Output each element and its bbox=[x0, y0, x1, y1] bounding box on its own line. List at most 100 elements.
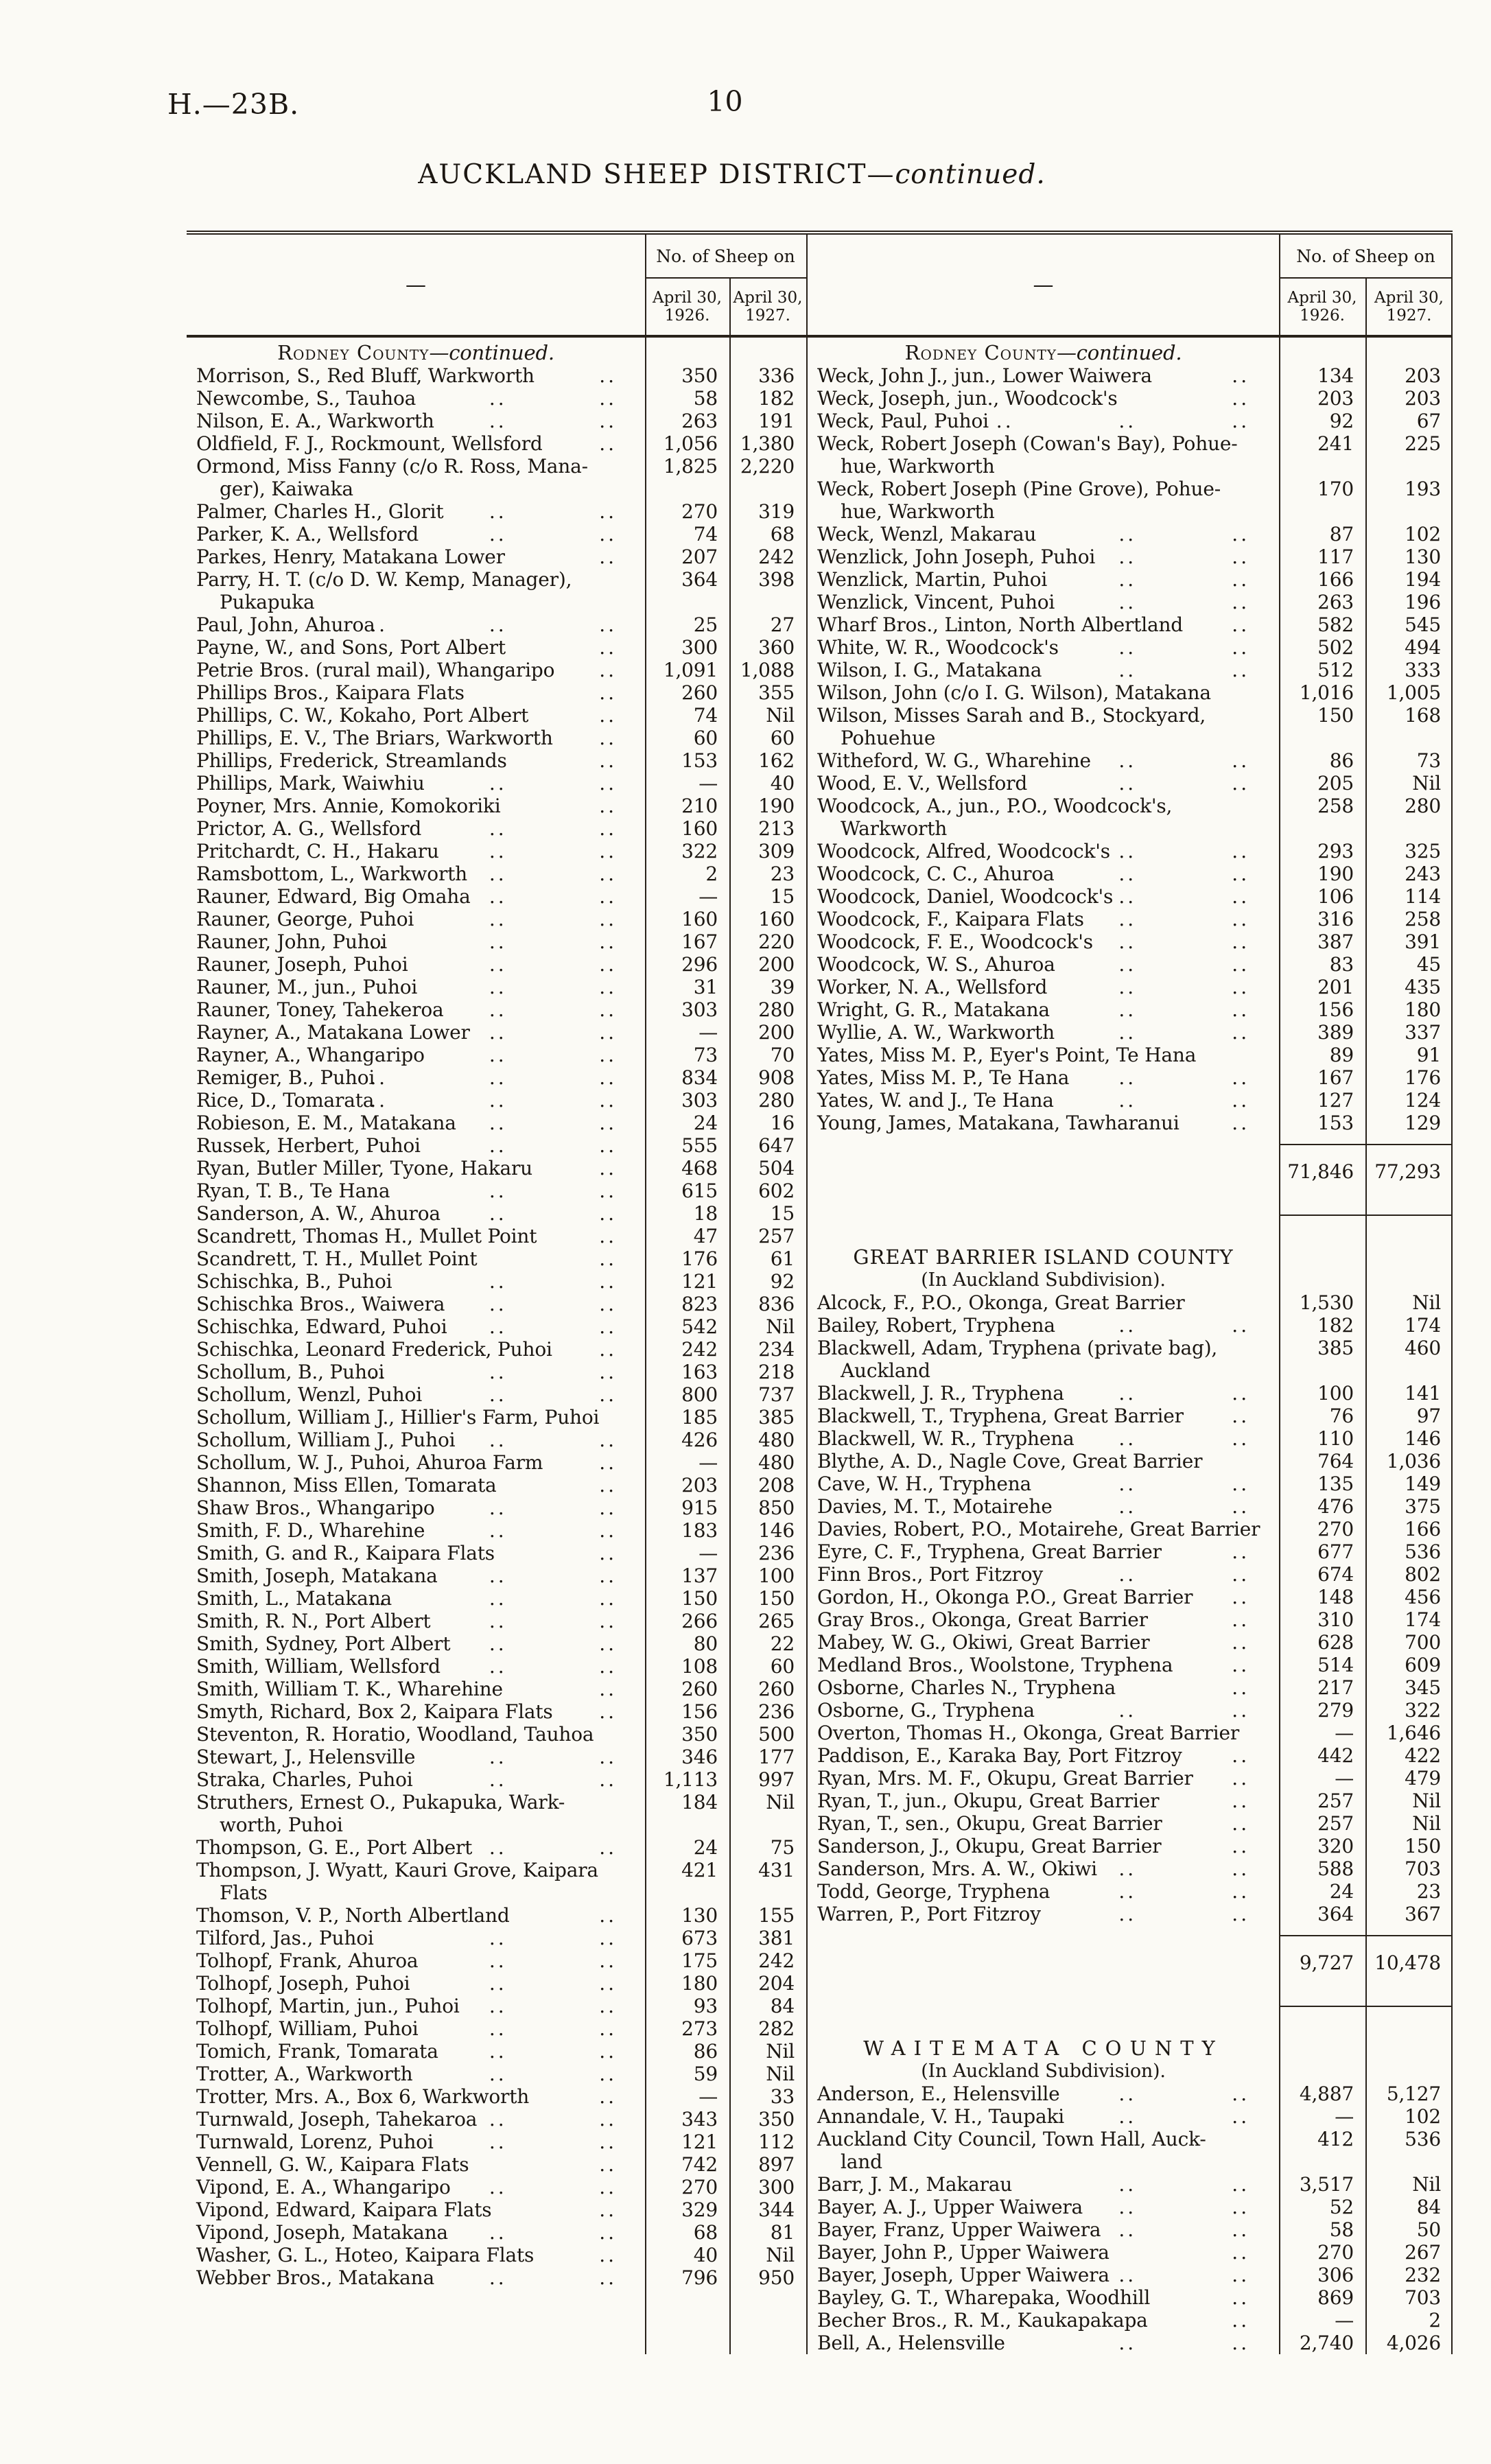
table-row: Woodcock, W. S., Ahuroa.... 83 45 bbox=[808, 953, 1453, 976]
table-row: Rice, D., Tomarata...... 303 280 bbox=[187, 1089, 806, 1112]
sheep-1926-cell: 153 bbox=[1317, 1112, 1354, 1134]
owner-name-cell: Weck, Paul, Puhoi...... bbox=[817, 410, 1250, 432]
sheep-1926-cell: 426 bbox=[681, 1429, 718, 1451]
leader-dots: .. bbox=[1118, 863, 1137, 885]
leader-dots: .. bbox=[1118, 1089, 1137, 1112]
owner-name-cell: Becher Bros., R. M., Kaukapakapa.. bbox=[817, 2309, 1250, 2332]
leader-dots: .. bbox=[1232, 2173, 1250, 2196]
sheep-1926-cell: 303 bbox=[681, 998, 718, 1021]
leader-dots: .. bbox=[370, 1587, 388, 1610]
leader-dots: .. bbox=[1232, 1021, 1250, 1044]
leader-dots: .. bbox=[1232, 1586, 1250, 1608]
sheep-1926-cell: 796 bbox=[681, 2266, 718, 2289]
sheep-1927-cell: 703 bbox=[1405, 1857, 1441, 1880]
sheep-1927-cell: 23 bbox=[1416, 1880, 1441, 1903]
sheep-1926-cell: 58 bbox=[693, 387, 718, 410]
sheep-1926-cell: 869 bbox=[1317, 2286, 1354, 2309]
leader-dots: .. bbox=[489, 953, 507, 976]
leader-dots: .. bbox=[1232, 410, 1250, 432]
sheep-1926-cell: 421 bbox=[681, 1859, 718, 1881]
column-header-left: — No. of Sheep on April 30, 1926. April … bbox=[187, 235, 806, 338]
sheep-1926-cell: 476 bbox=[1317, 1495, 1354, 1518]
sheep-1927-cell: Nil bbox=[766, 2063, 795, 2085]
table-row: Blackwell, T., Tryphena, Great Barrier..… bbox=[808, 1405, 1453, 1427]
owner-name-cell: Yates, Miss M. P., Eyer's Point, Te Hana bbox=[817, 1044, 1197, 1066]
sheep-1927-cell: 204 bbox=[758, 1972, 795, 1995]
sheep-1926-cell: 279 bbox=[1317, 1699, 1354, 1722]
owner-name-cell: Scandrett, T. H., Mullet Point.. bbox=[196, 1247, 617, 1270]
owner-name-cell: Mabey, W. G., Okiwi, Great Barrier.. bbox=[817, 1631, 1250, 1654]
sheep-1927-cell: 149 bbox=[1405, 1472, 1441, 1495]
owner-name-cell: Remiger, B., Puhoi...... bbox=[196, 1066, 617, 1089]
sheep-1926-cell: 100 bbox=[1317, 1382, 1354, 1405]
sheep-1926-cell: — bbox=[698, 772, 718, 795]
leader-dots: .. bbox=[599, 1157, 617, 1180]
sheep-1927-cell: 700 bbox=[1405, 1631, 1441, 1654]
county-subtitle: (In Auckland Subdivision). bbox=[921, 1269, 1166, 1291]
table-row: Cave, W. H., Tryphena.... 135 149 bbox=[808, 1472, 1453, 1495]
sheep-1926-cell: 156 bbox=[681, 1700, 718, 1723]
col-header-1927: April 30, 1927. bbox=[733, 289, 803, 325]
owner-name-cell: Paddison, E., Karaka Bay, Port Fitzroy.. bbox=[817, 1744, 1250, 1767]
sheep-1927-cell: 75 bbox=[770, 1836, 795, 1859]
table-row: Ryan, Mrs. M. F., Okupu, Great Barrier..… bbox=[808, 1767, 1453, 1790]
owner-name-cell: Sanderson, A. W., Ahuroa.... bbox=[196, 1202, 617, 1225]
sheep-1926-cell: 110 bbox=[1317, 1427, 1354, 1450]
owner-name-cell: Smith, F. D., Wharehine.... bbox=[196, 1519, 617, 1542]
sheep-1926-cell: 134 bbox=[1317, 364, 1354, 387]
table-row: Davies, M. T., Motairehe.... 476 375 bbox=[808, 1495, 1453, 1518]
col-header-1926: April 30, 1926. bbox=[653, 289, 722, 325]
leader-dots: .. bbox=[1118, 568, 1137, 591]
table-row: Warren, P., Port Fitzroy.... 364 367 bbox=[808, 1903, 1453, 1925]
leader-dots: .. bbox=[1118, 1427, 1137, 1450]
table-row: Tolhopf, William, Puhoi.... 273 282 bbox=[187, 2017, 806, 2040]
sheep-1927-cell: 190 bbox=[758, 795, 795, 817]
owner-name-cell: Ryan, Butler Miller, Tyone, Hakaru.. bbox=[196, 1157, 617, 1180]
leader-dots: .. bbox=[599, 432, 617, 455]
owner-name-cell: Washer, G. L., Hoteo, Kaipara Flats.. bbox=[196, 2244, 617, 2266]
leader-dots: .. bbox=[599, 908, 617, 930]
sheep-1926-cell: 320 bbox=[1317, 1835, 1354, 1857]
table-row: Yates, Miss M. P., Te Hana.... 167 176 bbox=[808, 1066, 1453, 1089]
table-row: Rauner, M., jun., Puhoi.... 31 39 bbox=[187, 976, 806, 998]
leader-dots: .. bbox=[489, 1429, 507, 1451]
sheep-1926-cell: 93 bbox=[693, 1995, 718, 2017]
leader-dots: .. bbox=[599, 1610, 617, 1632]
sheep-1926-cell: 83 bbox=[1329, 953, 1354, 976]
owner-name-cell: Phillips, C. W., Kokaho, Port Albert.. bbox=[196, 704, 617, 727]
leader-dots: .. bbox=[599, 1361, 617, 1383]
sheep-1927-cell: 243 bbox=[1405, 863, 1441, 885]
owner-name-cell: Ramsbottom, L., Warkworth.... bbox=[196, 863, 617, 885]
sheep-1926-cell: 18 bbox=[693, 1202, 718, 1225]
sheep-1926-cell: — bbox=[698, 2085, 718, 2108]
sheep-1927-cell: 27 bbox=[770, 613, 795, 636]
leader-dots: .. bbox=[1232, 1427, 1250, 1450]
table-row: Medland Bros., Woolstone, Tryphena.. 514 6… bbox=[808, 1654, 1453, 1676]
table-row: Barr, J. M., Makarau.... 3,517 Nil bbox=[808, 2173, 1453, 2196]
owner-name-cell: Vipond, Joseph, Matakana.... bbox=[196, 2221, 617, 2244]
sheep-1927-cell: 360 bbox=[758, 636, 795, 659]
leader-dots: .. bbox=[599, 613, 617, 636]
sheep-1926-cell: 135 bbox=[1317, 1472, 1354, 1495]
leader-dots: .. bbox=[1232, 2105, 1250, 2128]
owner-name-cell: Blackwell, Adam, Tryphena (private bag),… bbox=[817, 1337, 1218, 1382]
leader-dots: .. bbox=[599, 1180, 617, 1202]
leader-dots: .. bbox=[1118, 998, 1137, 1021]
table-row: Petrie Bros. (rural mail), Whangaripo.. 1… bbox=[187, 659, 806, 681]
owner-name-cell: Weck, Wenzl, Makarau.... bbox=[817, 523, 1250, 545]
sheep-1926-cell: 86 bbox=[693, 2040, 718, 2063]
table-row: Parry, H. T. (c/o D. W. Kemp, Manager), … bbox=[187, 568, 806, 613]
sheep-1926-cell: 385 bbox=[1317, 1337, 1354, 1359]
sheep-1927-cell: 4,026 bbox=[1386, 2332, 1441, 2354]
table-row: Wenzlick, John Joseph, Puhoi.... 117 130 bbox=[808, 545, 1453, 568]
sheep-1927-cell: 398 bbox=[758, 568, 795, 591]
table-row: Finn Bros., Port Fitzroy.... 674 802 bbox=[808, 1563, 1453, 1586]
leader-dots: .. bbox=[370, 930, 388, 953]
owner-name-cell: Finn Bros., Port Fitzroy.... bbox=[817, 1563, 1250, 1586]
owner-name-cell: Trotter, A., Warkworth.... bbox=[196, 2063, 617, 2085]
leader-dots: .. bbox=[1232, 613, 1250, 636]
table-row: Steventon, R. Horatio, Woodland, Tauhoa 3… bbox=[187, 1723, 806, 1746]
leader-dots: .. bbox=[599, 1089, 617, 1112]
table-row: Rauner, Toney, Tahekeroa.... 303 280 bbox=[187, 998, 806, 1021]
leader-dots: .. bbox=[1118, 885, 1137, 908]
